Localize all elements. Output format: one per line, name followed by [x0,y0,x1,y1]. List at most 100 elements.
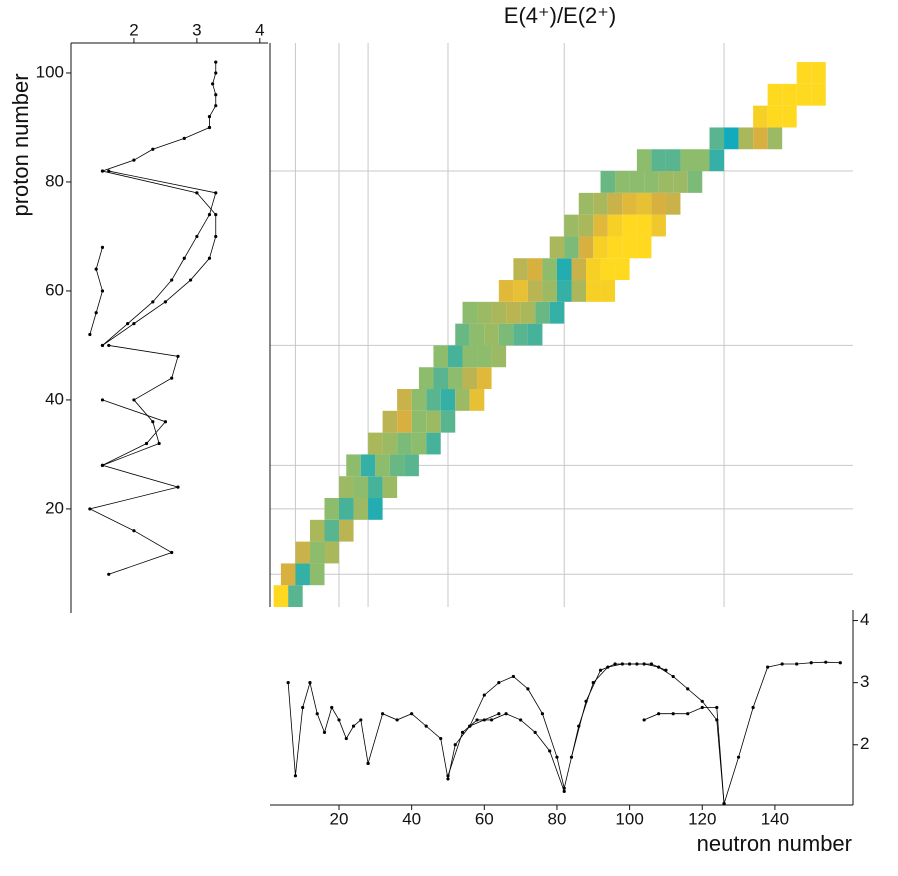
point [671,674,675,679]
point [188,278,193,282]
heat-cell [273,585,289,607]
heat-cell [491,301,507,324]
x-tick-label: 60 [475,809,494,828]
heat-cell [360,454,376,477]
line [89,247,103,335]
heat-cell [309,519,325,542]
heat-cell [477,301,492,324]
point [395,718,399,722]
line [88,399,180,575]
heat-cell [651,214,666,237]
point [700,699,704,703]
heat-cell [477,345,492,368]
point [366,761,370,765]
point [722,802,726,806]
point [562,786,566,790]
heat-cell [324,519,340,542]
heat-cell [811,83,826,106]
point [381,712,385,716]
point [700,705,704,710]
line [723,661,841,804]
heat-cell [498,280,514,302]
heat-cell [556,280,572,302]
heat-cell [607,236,623,259]
point [489,718,494,722]
point [107,343,111,348]
point [88,507,92,511]
heat-cell [665,149,681,172]
heat-cell [491,345,507,368]
point [715,705,719,710]
heat-cell [549,236,565,259]
heat-cell [636,192,652,215]
heat-cell [455,389,470,411]
point [838,661,842,665]
heat-cell [644,171,659,193]
heat-cell [469,389,485,411]
y-tick-label: 40 [45,389,64,408]
point [182,136,186,140]
point [649,662,654,666]
heat-cell [477,367,492,390]
point [301,705,305,710]
heat-cell [520,301,536,324]
heat-cell [433,367,448,390]
point [628,662,632,666]
heat-cell [636,149,652,172]
point [642,718,646,722]
point [446,777,450,781]
heat-cell [447,345,463,368]
heat-cell [724,127,739,150]
x-tick-label: 20 [330,809,349,828]
heat-cell [665,192,681,215]
line [102,170,217,346]
point [170,376,174,380]
heat-cell [607,214,623,237]
point [613,662,617,666]
point [555,755,559,759]
heat-cell [513,258,528,281]
heat-cell [397,389,412,411]
point [519,718,523,722]
heat-cell [673,171,688,193]
heat-cell [564,214,579,237]
heat-cell [709,149,725,172]
point [176,485,180,489]
heat-cell [353,498,369,520]
point [751,705,755,710]
x-tick-label: 120 [688,809,716,828]
point [182,256,186,260]
heat-cell [782,105,797,128]
heat-cell [767,105,783,128]
point [584,699,588,703]
heat-cell [622,192,637,215]
x-tick-label: 40 [402,809,421,828]
heat-cell [309,541,325,564]
heat-cell [324,498,340,520]
y2-tick-label: 3 [860,672,869,691]
heat-cell [615,258,630,281]
heat-cell [578,236,594,259]
heat-cell [629,171,645,193]
heat-cell [353,476,369,499]
point [207,125,212,130]
point [504,712,508,716]
point [468,724,472,728]
heat-cell [571,280,587,302]
point [132,322,136,326]
point [315,712,319,716]
heat-cell [709,127,725,150]
heat-cell [622,236,637,259]
heat-cell [694,149,710,172]
heat-cell [796,83,812,106]
point [686,712,690,716]
point [497,712,501,716]
point [94,311,98,315]
heat-cell [549,301,565,324]
point [424,724,428,728]
heat-cell [462,367,478,390]
heat-cell [607,192,623,215]
point [548,749,552,753]
point [598,668,603,672]
